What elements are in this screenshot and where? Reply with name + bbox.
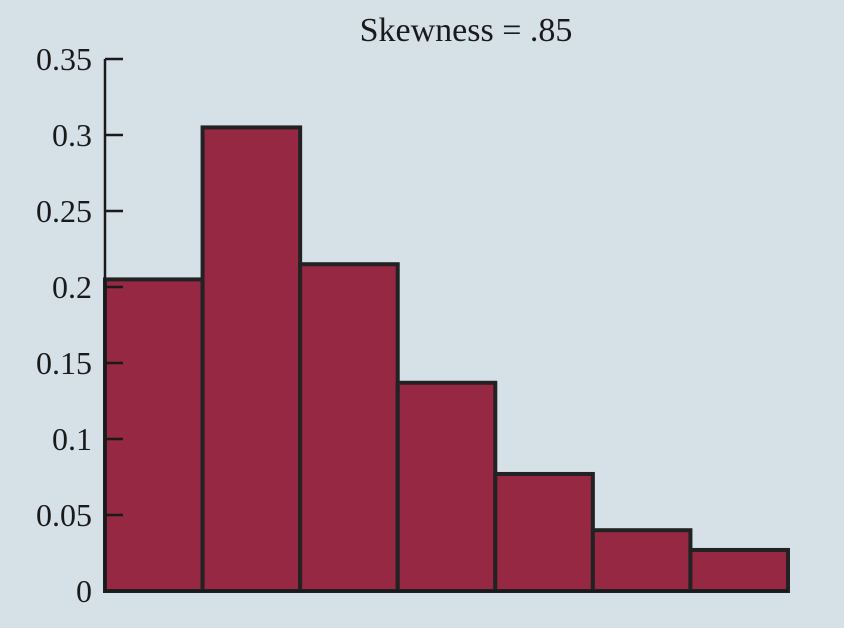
y-tick-label-5: 0.25 [36,193,92,229]
y-tick-label-0: 0 [76,573,92,609]
chart-title: Skewness = .85 [360,12,573,49]
y-tick-label-2: 0.1 [52,421,92,457]
y-tick-label-7: 0.35 [36,41,92,77]
y-tick-label-6: 0.3 [52,117,92,153]
y-tick-label-3: 0.15 [36,345,92,381]
bar-5 [493,471,595,593]
bar-3 [298,262,400,593]
bar-7 [688,547,791,594]
bars-group [103,125,791,594]
y-tick-label-4: 0.2 [52,269,92,305]
y-tick-label-1: 0.05 [36,497,92,533]
bar-2 [200,125,303,594]
bar-1 [103,277,205,593]
y-axis: 0 0.05 0.1 0.15 0.2 0.25 0.3 0.35 [36,41,788,609]
bar-4 [395,380,498,594]
bar-6 [590,528,693,594]
